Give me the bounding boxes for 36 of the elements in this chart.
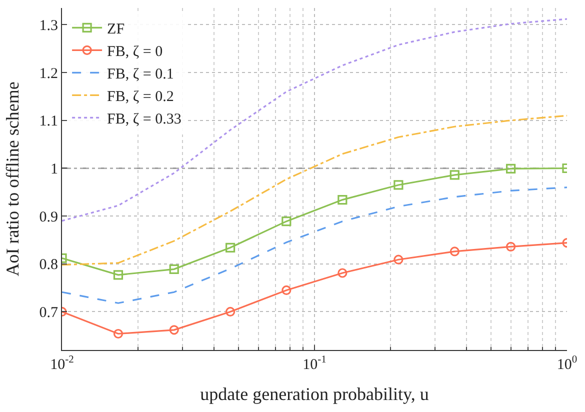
point (394, 254, 404, 264)
point (450, 170, 460, 180)
y-tick-label: 1 (50, 161, 58, 178)
legend-label: FB, ζ = 0.2 (107, 89, 174, 106)
legend-label: FB, ζ = 0.33 (107, 112, 182, 128)
y-tick-label: 0.8 (39, 257, 58, 274)
x-tick-label: 10$^{0}$ (556, 354, 578, 373)
y-axis-title: AoI ratio to offline scheme (2, 82, 22, 276)
point (226, 242, 236, 252)
line-series (62, 186, 567, 304)
line-series (62, 114, 567, 266)
point (450, 246, 460, 256)
y-tick-label: 1.3 (39, 18, 58, 34)
point (338, 268, 348, 278)
point (113, 270, 124, 280)
point (282, 285, 292, 296)
y-tick-label: 0.9 (39, 209, 58, 226)
point (169, 325, 179, 335)
point (282, 216, 292, 226)
point (506, 164, 516, 174)
point (169, 264, 179, 274)
legend-label: ZF (107, 22, 125, 38)
point (394, 180, 404, 190)
y-tick-label: 1.2 (39, 66, 58, 82)
y-tick-label: 1.1 (39, 114, 58, 130)
x-axis-title: update generation probability, u (200, 384, 429, 404)
legend-label: FB, ζ = 0.1 (107, 66, 174, 83)
line-series (62, 18, 567, 222)
point (113, 328, 124, 339)
point (226, 306, 236, 317)
point (506, 242, 516, 252)
y-tick-label: 0.7 (39, 304, 58, 321)
x-tick-label: 10$^{-1}$ (302, 354, 326, 373)
point (338, 195, 348, 205)
legend-label: FB, ζ = 0 (107, 44, 163, 60)
x-tick-label: 10$^{-2}$ (50, 354, 74, 373)
